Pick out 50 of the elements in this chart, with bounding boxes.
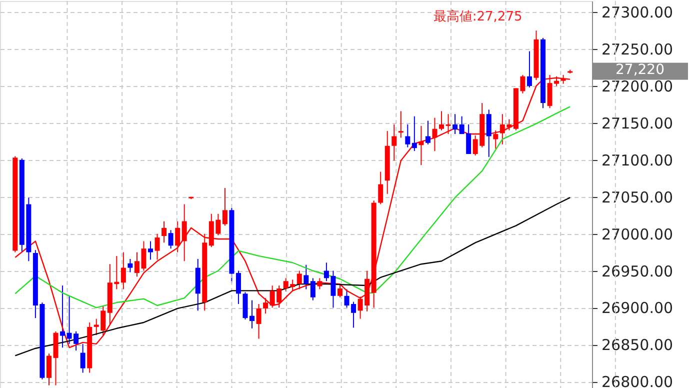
candlestick xyxy=(154,233,160,260)
y-tick-label: 26800.00 xyxy=(602,373,674,388)
candlestick xyxy=(392,124,397,162)
candlestick xyxy=(60,285,66,348)
candlestick xyxy=(439,110,444,131)
candlestick xyxy=(46,353,52,386)
y-tick-label: 26900.00 xyxy=(602,299,674,318)
candlestick xyxy=(317,278,322,290)
candlestick xyxy=(418,125,424,166)
candlestick xyxy=(310,278,316,301)
candlestick xyxy=(120,252,126,290)
candlestick xyxy=(162,220,167,244)
candlestick xyxy=(493,130,498,150)
candlestick xyxy=(263,298,268,314)
y-tick-label: 27150.00 xyxy=(602,114,674,132)
candlestick xyxy=(148,240,153,260)
annotation: 最高値:27,275 xyxy=(433,8,522,25)
candlestick xyxy=(337,284,342,298)
candlestick xyxy=(304,264,309,290)
candlestick xyxy=(250,300,255,329)
y-tick-label: 27200.00 xyxy=(602,77,674,96)
text: 27,220 xyxy=(616,62,664,78)
candlestick xyxy=(432,117,438,152)
candlestick xyxy=(452,114,458,135)
y-tick-label: 26850.00 xyxy=(602,336,674,354)
line-series xyxy=(14,196,571,356)
candlestick xyxy=(175,220,180,253)
y-tick-label: 27000.00 xyxy=(602,225,674,244)
candlestick xyxy=(446,114,451,135)
candlestick xyxy=(398,110,404,138)
y-tick-label: 27050.00 xyxy=(602,188,674,206)
y-tick-label: 27250.00 xyxy=(602,40,674,59)
candlestick xyxy=(256,304,262,340)
candlestick xyxy=(378,171,384,205)
candlestick xyxy=(526,50,532,88)
candlestick xyxy=(80,343,86,374)
y-tick-label: 27100.00 xyxy=(602,151,674,170)
y-tick-label: 27300.00 xyxy=(602,4,674,22)
candlestick xyxy=(182,204,187,262)
candlestick xyxy=(425,120,430,145)
candlestick xyxy=(222,187,228,226)
candlestick xyxy=(236,270,241,305)
candlestick xyxy=(412,116,417,152)
candlestick xyxy=(128,258,133,273)
candlestick xyxy=(405,124,410,148)
candlestick xyxy=(168,230,174,250)
candlestick xyxy=(486,109,492,158)
candlestick xyxy=(296,270,302,290)
line-series xyxy=(14,106,571,308)
y-tick-label: 26950.00 xyxy=(602,262,674,280)
